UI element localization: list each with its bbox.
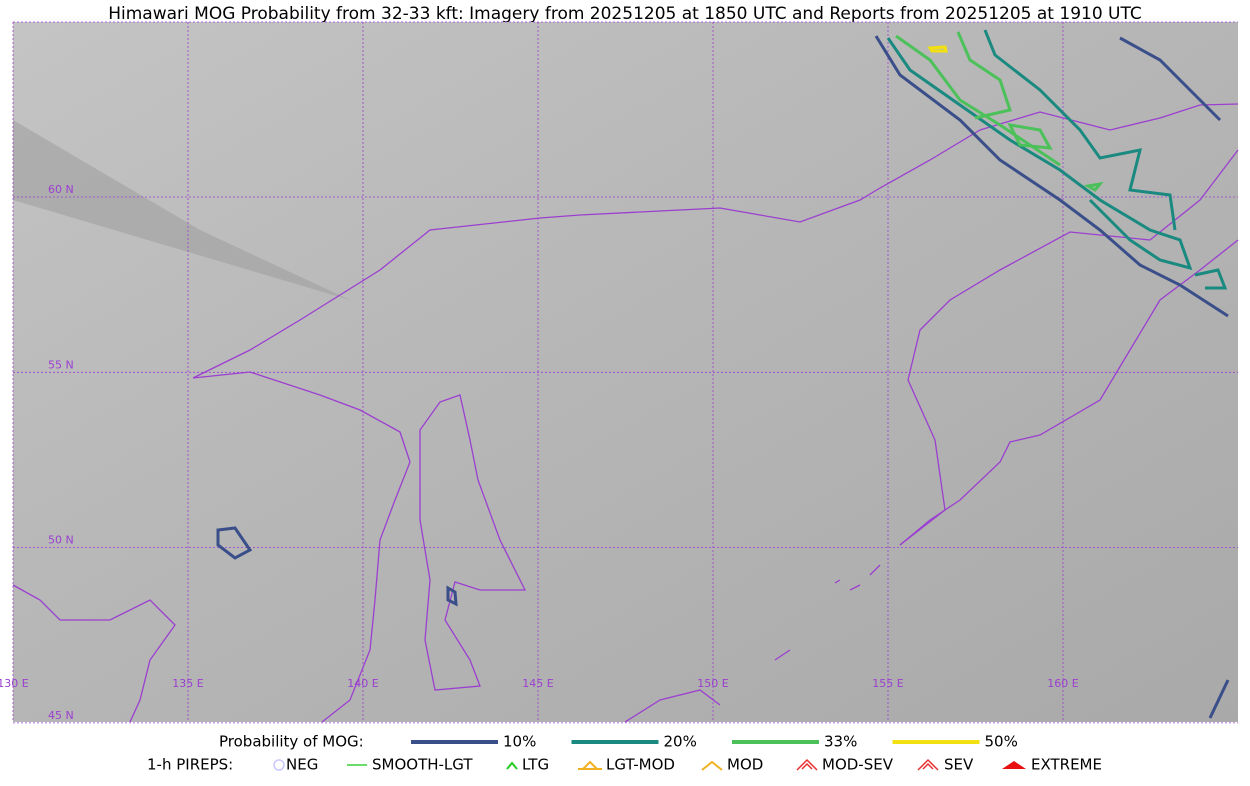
legend-icon bbox=[796, 758, 818, 771]
legend-icon bbox=[578, 760, 602, 770]
legend-label: SMOOTH-LGT bbox=[372, 756, 473, 774]
legend-label: 10% bbox=[503, 733, 536, 751]
contour-50 bbox=[927, 45, 948, 53]
legend-title: Probability of MOG: bbox=[219, 733, 364, 751]
icon-shape bbox=[506, 761, 518, 770]
icon-shape bbox=[701, 760, 723, 771]
coastline bbox=[192, 103, 1239, 379]
icon-shape bbox=[273, 759, 285, 771]
icon-shape bbox=[1002, 761, 1026, 769]
coastline bbox=[624, 689, 721, 723]
lon-label: 155 E bbox=[872, 677, 903, 690]
legend-icon bbox=[1002, 761, 1026, 769]
lon-label: 150 E bbox=[697, 677, 728, 690]
lon-label: 140 E bbox=[347, 677, 378, 690]
icon-shape bbox=[917, 758, 939, 771]
lon-label: 130 E bbox=[0, 677, 29, 690]
contour-33 bbox=[895, 31, 1104, 192]
legend-label: LTG bbox=[522, 756, 549, 774]
legend: Probability of MOG: 1-h PIREPS: 10% 20% 33… bbox=[147, 733, 1102, 774]
icon-shape bbox=[578, 760, 602, 770]
legend-label: EXTREME bbox=[1031, 756, 1102, 774]
coastline bbox=[419, 394, 527, 691]
contour-10 bbox=[216, 35, 1230, 719]
coastline bbox=[899, 239, 1239, 546]
contour-20 bbox=[886, 29, 1228, 290]
lon-label: 135 E bbox=[172, 677, 203, 690]
lon-label: 160 E bbox=[1047, 677, 1078, 690]
lat-label: 50 N bbox=[48, 534, 74, 547]
legend-label: MOD bbox=[727, 756, 763, 774]
legend-label: SEV bbox=[944, 756, 974, 774]
icon-shape bbox=[796, 758, 818, 771]
legend-label: 20% bbox=[664, 733, 697, 751]
legend-title: 1-h PIREPS: bbox=[147, 756, 233, 774]
coastline bbox=[899, 149, 1239, 546]
lat-label: 60 N bbox=[48, 183, 74, 196]
coastline bbox=[12, 584, 176, 723]
lat-label: 45 N bbox=[48, 709, 74, 722]
map: 130 E 135 E 140 E 145 E 150 E 155 E 160 E 60 N 5… bbox=[0, 21, 1239, 724]
legend-icon bbox=[701, 760, 723, 771]
legend-label: MOD-SEV bbox=[822, 756, 894, 774]
legend-icon bbox=[273, 759, 285, 771]
coastline bbox=[192, 371, 411, 723]
legend-label: NEG bbox=[286, 756, 318, 774]
legend-icon bbox=[917, 758, 939, 771]
map-title: Himawari MOG Probability from 32-33 kft:… bbox=[108, 4, 1142, 24]
lat-label: 55 N bbox=[48, 358, 74, 371]
legend-label: LGT-MOD bbox=[606, 756, 675, 774]
legend-label: 33% bbox=[824, 733, 857, 751]
cloud-band bbox=[13, 120, 350, 300]
legend-icon bbox=[506, 761, 518, 770]
legend-label: 50% bbox=[985, 733, 1018, 751]
coastline bbox=[774, 564, 881, 661]
lon-label: 145 E bbox=[522, 677, 553, 690]
